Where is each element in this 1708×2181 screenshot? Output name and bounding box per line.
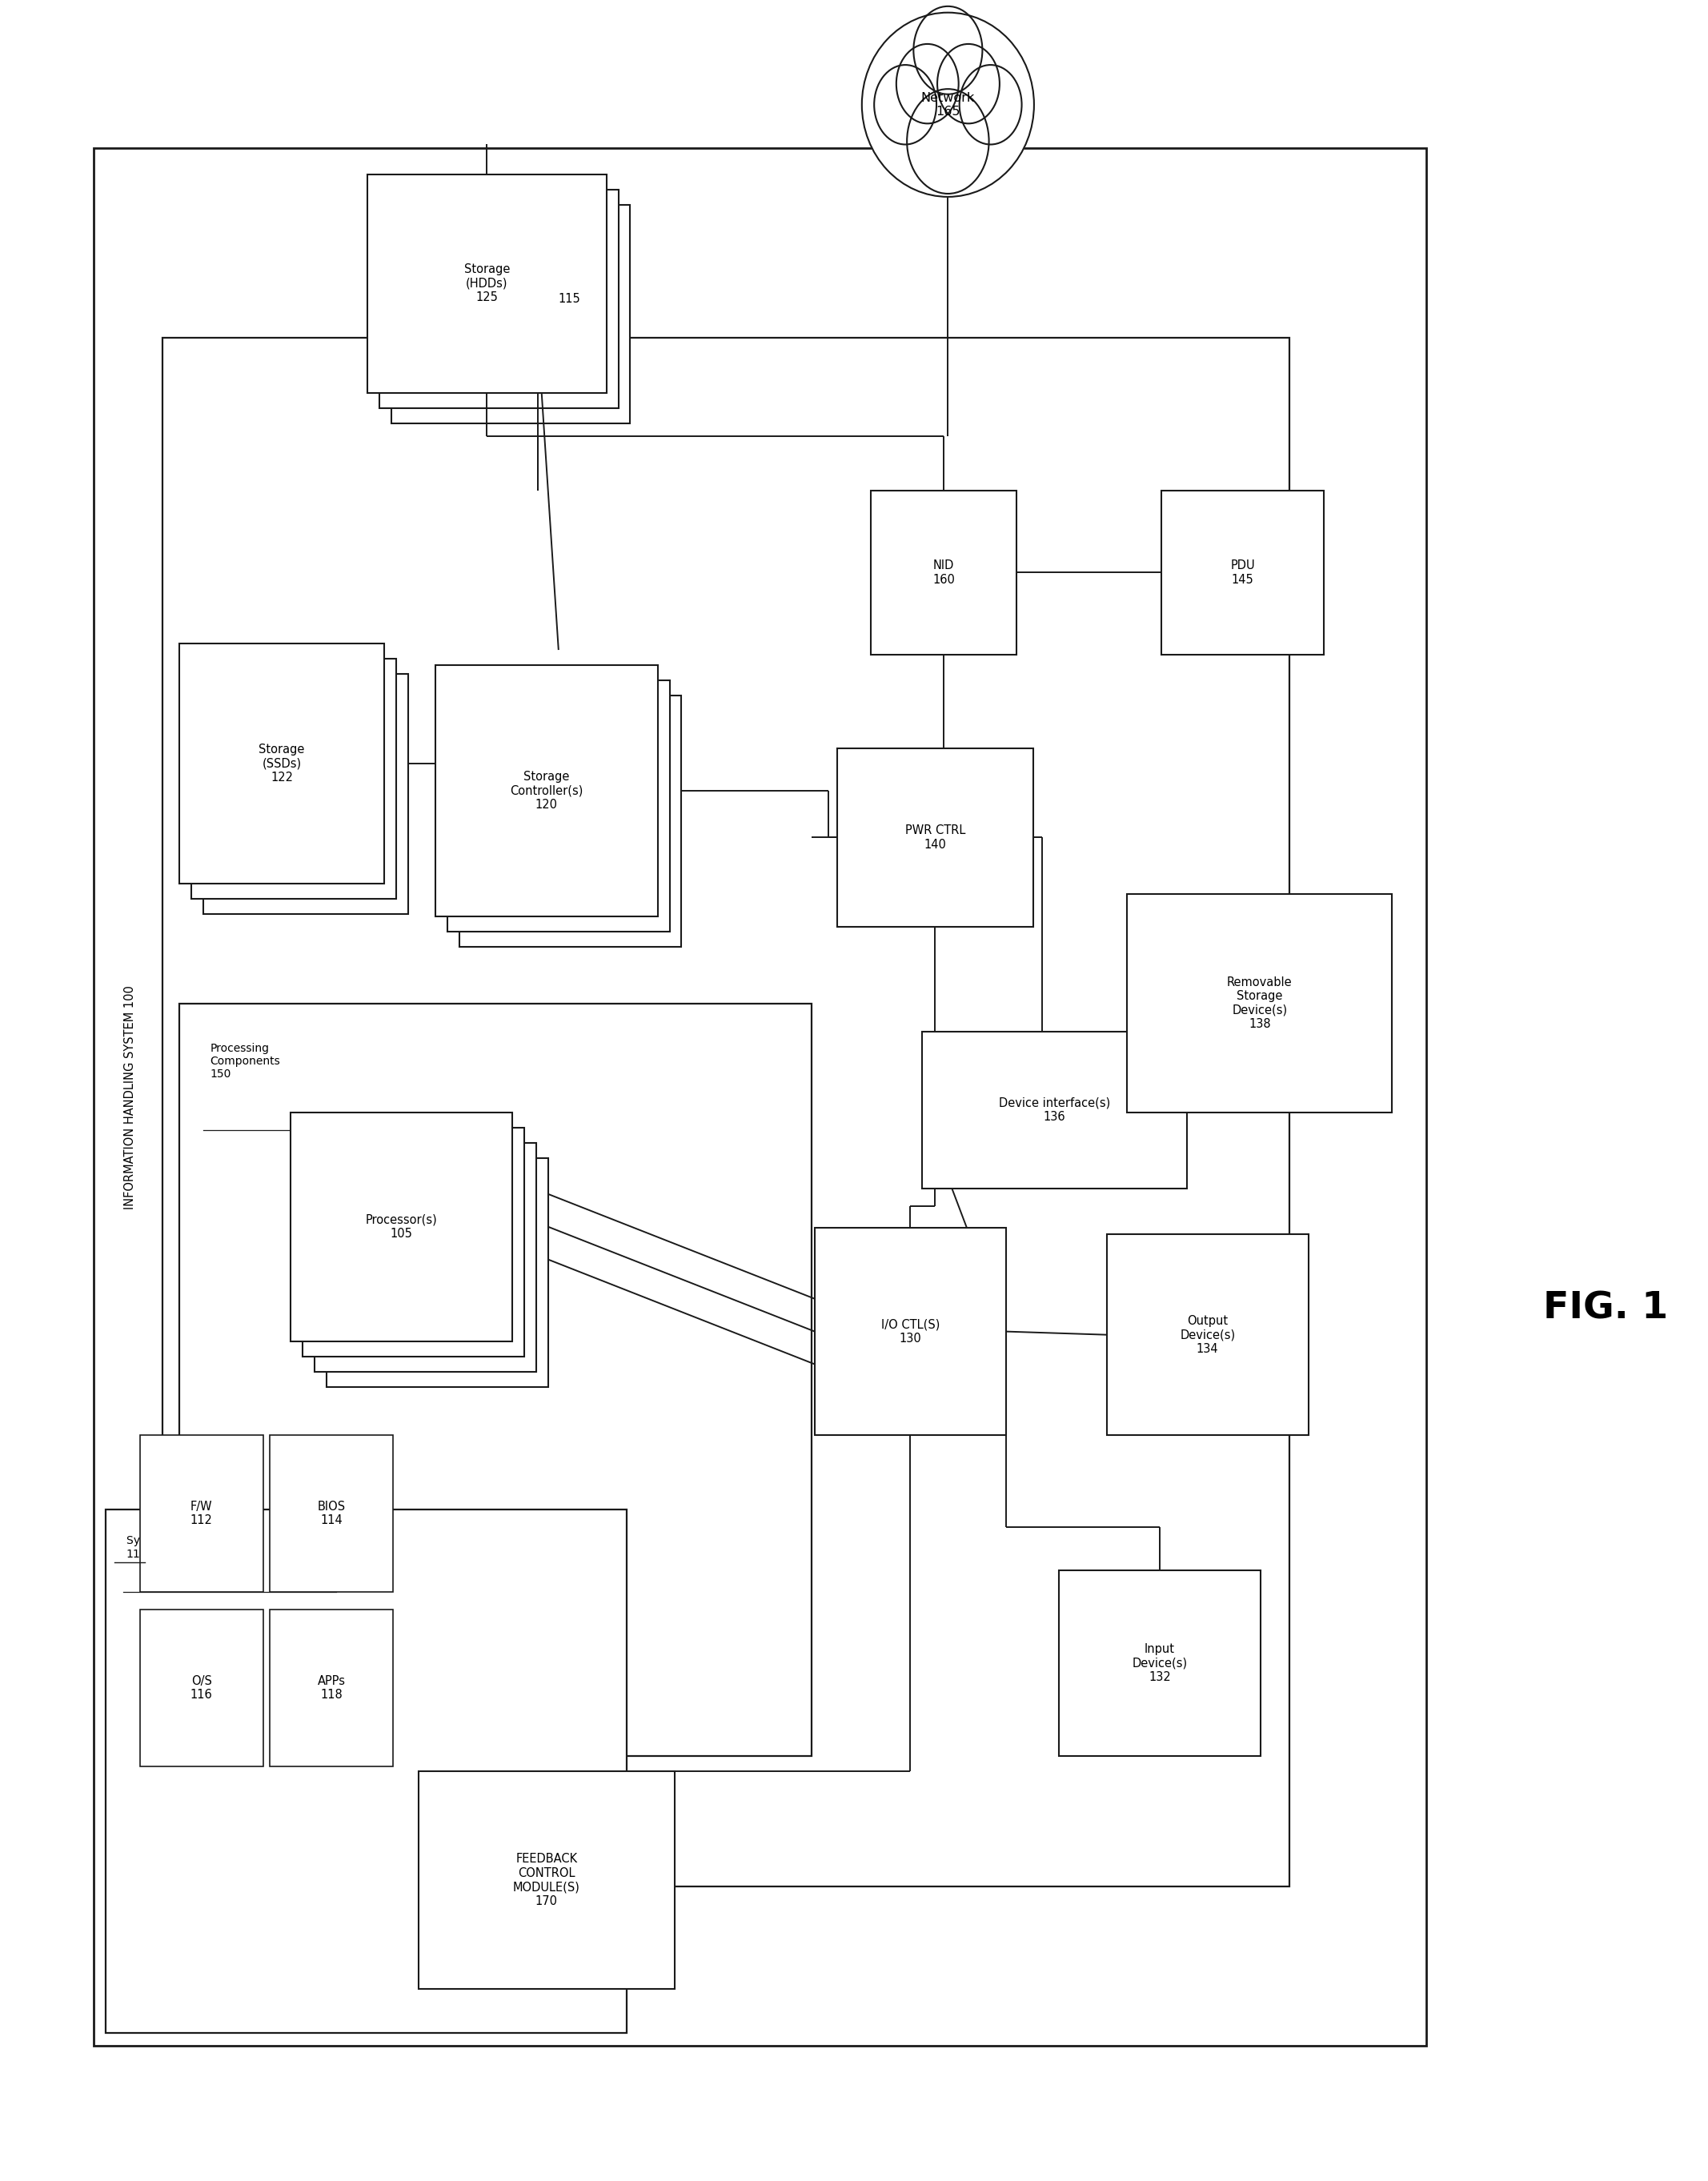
Text: PWR CTRL
140: PWR CTRL 140 — [905, 824, 965, 851]
Text: Network
165: Network 165 — [921, 92, 975, 118]
FancyBboxPatch shape — [94, 148, 1426, 2046]
Text: 115: 115 — [559, 292, 581, 305]
FancyBboxPatch shape — [922, 1032, 1187, 1189]
Text: Device interface(s)
136: Device interface(s) 136 — [999, 1097, 1110, 1123]
Text: FIG. 1: FIG. 1 — [1542, 1291, 1669, 1326]
FancyBboxPatch shape — [436, 665, 658, 916]
FancyBboxPatch shape — [290, 1112, 512, 1341]
FancyBboxPatch shape — [367, 174, 606, 393]
FancyBboxPatch shape — [203, 674, 408, 914]
Text: NID
160: NID 160 — [933, 561, 955, 585]
Text: F/W
112: F/W 112 — [190, 1501, 214, 1527]
FancyBboxPatch shape — [302, 1128, 524, 1357]
Text: System Memory
110: System Memory 110 — [126, 1535, 217, 1559]
FancyBboxPatch shape — [447, 680, 670, 931]
Text: APPs
118: APPs 118 — [318, 1675, 345, 1701]
Text: Storage
(SSDs)
122: Storage (SSDs) 122 — [260, 744, 304, 783]
Circle shape — [914, 7, 982, 94]
Circle shape — [897, 44, 958, 124]
FancyBboxPatch shape — [106, 1509, 627, 2033]
FancyBboxPatch shape — [1107, 1234, 1308, 1435]
Text: Processing
Components
150: Processing Components 150 — [210, 1043, 280, 1080]
Text: Input
Device(s)
132: Input Device(s) 132 — [1132, 1642, 1187, 1684]
FancyBboxPatch shape — [270, 1610, 393, 1767]
FancyBboxPatch shape — [837, 748, 1033, 927]
Circle shape — [907, 89, 989, 194]
FancyBboxPatch shape — [379, 190, 618, 408]
Text: I/O CTL(S)
130: I/O CTL(S) 130 — [881, 1320, 939, 1343]
Text: Storage
Controller(s)
120: Storage Controller(s) 120 — [511, 770, 582, 811]
Circle shape — [874, 65, 936, 144]
FancyBboxPatch shape — [179, 1003, 811, 1756]
FancyBboxPatch shape — [459, 696, 681, 947]
Text: BIOS
114: BIOS 114 — [318, 1501, 345, 1527]
Text: INFORMATION HANDLING SYSTEM 100: INFORMATION HANDLING SYSTEM 100 — [123, 986, 137, 1208]
FancyBboxPatch shape — [326, 1158, 548, 1387]
FancyBboxPatch shape — [270, 1435, 393, 1592]
FancyBboxPatch shape — [391, 205, 630, 423]
FancyBboxPatch shape — [162, 338, 1290, 1887]
FancyBboxPatch shape — [1127, 894, 1392, 1112]
FancyBboxPatch shape — [871, 491, 1016, 654]
FancyBboxPatch shape — [191, 659, 396, 899]
FancyBboxPatch shape — [179, 643, 384, 883]
Text: Removable
Storage
Device(s)
138: Removable Storage Device(s) 138 — [1226, 977, 1293, 1029]
Text: Processor(s)
105: Processor(s) 105 — [366, 1215, 437, 1239]
Text: FEEDBACK
CONTROL
MODULE(S)
170: FEEDBACK CONTROL MODULE(S) 170 — [512, 1854, 581, 1906]
FancyBboxPatch shape — [314, 1143, 536, 1372]
FancyBboxPatch shape — [140, 1435, 263, 1592]
Text: O/S
116: O/S 116 — [190, 1675, 214, 1701]
Text: PDU
145: PDU 145 — [1230, 561, 1255, 585]
Circle shape — [938, 44, 999, 124]
FancyBboxPatch shape — [1161, 491, 1324, 654]
Text: Storage
(HDDs)
125: Storage (HDDs) 125 — [465, 264, 509, 303]
Ellipse shape — [863, 13, 1033, 196]
Circle shape — [960, 65, 1021, 144]
FancyBboxPatch shape — [1059, 1570, 1261, 1756]
FancyBboxPatch shape — [140, 1610, 263, 1767]
FancyBboxPatch shape — [815, 1228, 1006, 1435]
Text: Output
Device(s)
134: Output Device(s) 134 — [1180, 1315, 1235, 1354]
FancyBboxPatch shape — [418, 1771, 675, 1989]
